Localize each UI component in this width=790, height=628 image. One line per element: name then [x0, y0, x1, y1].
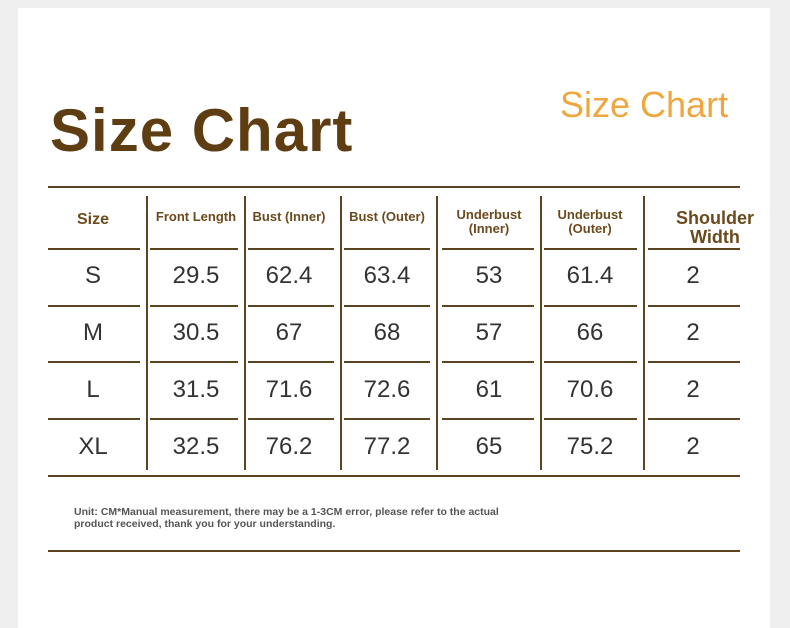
- column-divider: [436, 196, 438, 470]
- column-divider: [643, 196, 645, 470]
- table-cell: S: [84, 262, 102, 289]
- row-divider: [544, 248, 637, 250]
- column-header: Shoulder Width: [675, 208, 754, 247]
- row-divider: [544, 418, 637, 420]
- column-divider: [244, 196, 246, 470]
- row-divider: [344, 248, 430, 250]
- table-cell: 61.4: [566, 262, 614, 289]
- rule: [48, 475, 740, 477]
- table-cell: 62.4: [265, 262, 313, 289]
- row-divider: [648, 248, 740, 250]
- column-header: Bust (Inner): [252, 209, 326, 224]
- row-divider: [344, 361, 430, 363]
- row-divider: [48, 418, 140, 420]
- row-divider: [248, 418, 334, 420]
- table-cell: 53: [475, 262, 503, 289]
- row-divider: [544, 305, 637, 307]
- table-cell: 66: [576, 319, 604, 346]
- row-divider: [150, 361, 238, 363]
- column-header: Size: [76, 211, 109, 228]
- rule: [48, 550, 740, 552]
- row-divider: [544, 361, 637, 363]
- table-cell: M: [83, 319, 103, 346]
- column-header: Underbust (Outer): [557, 207, 623, 236]
- table-cell: 2: [686, 262, 700, 289]
- table-cell: 32.5: [172, 433, 220, 460]
- table-cell: 70.6: [566, 376, 614, 403]
- column-header: Underbust (Inner): [456, 207, 522, 236]
- row-divider: [150, 248, 238, 250]
- row-divider: [248, 248, 334, 250]
- row-divider: [442, 361, 534, 363]
- row-divider: [442, 248, 534, 250]
- footnote: Unit: CM*Manual measurement, there may b…: [74, 506, 499, 530]
- row-divider: [248, 305, 334, 307]
- row-divider: [150, 305, 238, 307]
- rule: [48, 186, 740, 188]
- table-cell: 57: [475, 319, 503, 346]
- table-cell: 72.6: [363, 376, 411, 403]
- table-cell: 61: [475, 376, 503, 403]
- row-divider: [648, 418, 740, 420]
- column-divider: [540, 196, 542, 470]
- table-cell: 71.6: [265, 376, 313, 403]
- column-header: Front Length: [155, 209, 237, 224]
- table-cell: 2: [686, 319, 700, 346]
- subtitle: Size Chart: [560, 84, 729, 125]
- table-cell: 77.2: [363, 433, 411, 460]
- row-divider: [344, 305, 430, 307]
- row-divider: [150, 418, 238, 420]
- table-cell: 68: [373, 319, 401, 346]
- table-cell: 75.2: [566, 433, 614, 460]
- table-cell: 63.4: [363, 262, 411, 289]
- row-divider: [344, 418, 430, 420]
- row-divider: [48, 361, 140, 363]
- table-cell: L: [86, 376, 100, 403]
- table-cell: 76.2: [265, 433, 313, 460]
- table-cell: 29.5: [172, 262, 220, 289]
- table-cell: 2: [686, 376, 700, 403]
- row-divider: [48, 248, 140, 250]
- table-cell: 65: [475, 433, 503, 460]
- table-cell: 67: [275, 319, 303, 346]
- row-divider: [442, 305, 534, 307]
- row-divider: [648, 361, 740, 363]
- table-cell: 30.5: [172, 319, 220, 346]
- row-divider: [48, 305, 140, 307]
- row-divider: [648, 305, 740, 307]
- table-cell: 31.5: [172, 376, 220, 403]
- column-divider: [146, 196, 148, 470]
- title: Size Chart: [50, 97, 354, 164]
- column-divider: [340, 196, 342, 470]
- row-divider: [442, 418, 534, 420]
- table-cell: 2: [686, 433, 700, 460]
- row-divider: [248, 361, 334, 363]
- column-header: Bust (Outer): [349, 209, 425, 224]
- table-cell: XL: [78, 433, 108, 460]
